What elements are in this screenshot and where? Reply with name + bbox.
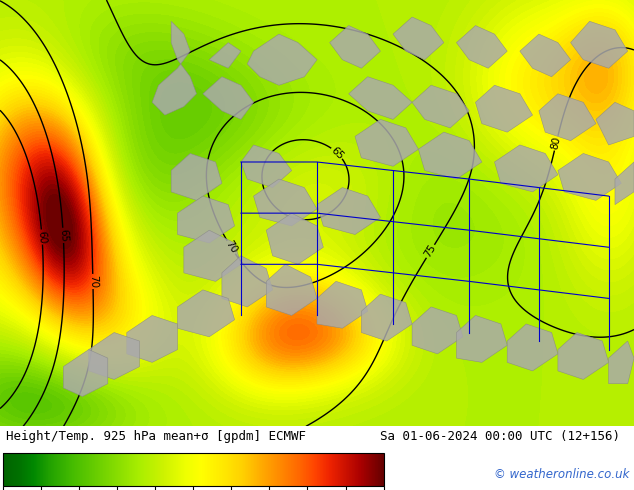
Polygon shape (456, 316, 507, 363)
Polygon shape (152, 21, 197, 115)
Polygon shape (418, 132, 482, 179)
Polygon shape (254, 179, 317, 226)
Polygon shape (615, 162, 634, 205)
Polygon shape (89, 333, 139, 379)
Polygon shape (495, 145, 558, 192)
Polygon shape (222, 256, 273, 307)
Polygon shape (178, 196, 235, 243)
Text: 60: 60 (37, 230, 48, 244)
Text: © weatheronline.co.uk: © weatheronline.co.uk (493, 468, 629, 481)
Polygon shape (596, 102, 634, 145)
Polygon shape (266, 213, 323, 264)
Polygon shape (539, 94, 596, 141)
Polygon shape (330, 25, 380, 68)
Text: 70: 70 (223, 239, 239, 256)
Text: Sa 01-06-2024 00:00 UTC (12+156): Sa 01-06-2024 00:00 UTC (12+156) (380, 430, 621, 443)
Polygon shape (558, 333, 609, 379)
Polygon shape (317, 281, 368, 328)
Polygon shape (507, 324, 558, 371)
Polygon shape (184, 230, 241, 281)
Polygon shape (247, 34, 317, 85)
Text: 80: 80 (550, 136, 562, 151)
Polygon shape (209, 43, 241, 68)
Polygon shape (412, 307, 463, 354)
Polygon shape (456, 25, 507, 68)
Polygon shape (171, 153, 222, 200)
Polygon shape (520, 34, 571, 77)
Polygon shape (393, 17, 444, 60)
Text: 75: 75 (423, 243, 438, 260)
Polygon shape (355, 120, 418, 166)
Polygon shape (241, 145, 292, 188)
Text: 70: 70 (87, 275, 98, 288)
Polygon shape (558, 153, 621, 200)
Polygon shape (63, 349, 108, 396)
Polygon shape (203, 77, 254, 120)
Polygon shape (349, 77, 412, 120)
Polygon shape (361, 294, 412, 341)
Polygon shape (412, 85, 469, 128)
Polygon shape (571, 21, 628, 68)
Text: Height/Temp. 925 hPa mean+σ [gpdm] ECMWF: Height/Temp. 925 hPa mean+σ [gpdm] ECMWF (6, 430, 306, 443)
Polygon shape (266, 264, 317, 316)
Text: 65: 65 (58, 228, 68, 242)
Polygon shape (178, 290, 235, 337)
Text: 65: 65 (329, 145, 346, 161)
Polygon shape (476, 85, 533, 132)
Polygon shape (317, 188, 380, 234)
Polygon shape (609, 341, 634, 384)
Polygon shape (127, 316, 178, 363)
